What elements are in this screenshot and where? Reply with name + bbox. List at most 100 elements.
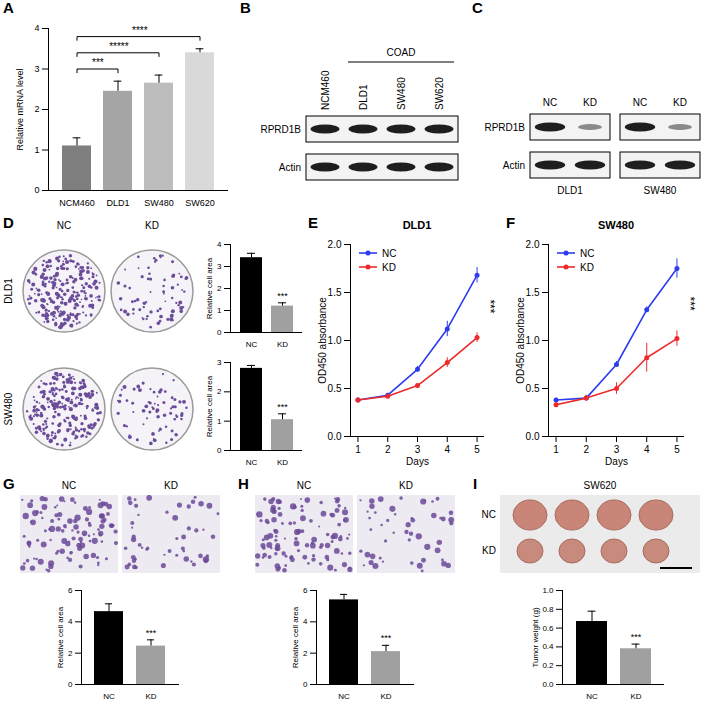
svg-text:KD: KD — [630, 692, 641, 701]
svg-text:NC: NC — [338, 692, 350, 701]
svg-text:Tumor weight (g): Tumor weight (g) — [531, 607, 540, 668]
svg-text:3: 3 — [217, 262, 222, 271]
svg-text:5: 5 — [474, 444, 480, 455]
svg-text:2: 2 — [385, 444, 391, 455]
svg-text:1.0: 1.0 — [526, 335, 540, 346]
svg-text:NC: NC — [103, 692, 115, 701]
svg-text:SW620: SW620 — [434, 77, 445, 110]
svg-text:3: 3 — [34, 64, 39, 74]
svg-text:6: 6 — [68, 586, 73, 595]
svg-text:0.8: 0.8 — [542, 605, 554, 614]
svg-text:KD: KD — [277, 340, 288, 349]
svg-text:1.5: 1.5 — [526, 287, 540, 298]
svg-text:4: 4 — [303, 617, 308, 626]
svg-text:Days: Days — [406, 456, 429, 467]
svg-text:1: 1 — [217, 417, 222, 426]
svg-text:NC: NC — [633, 97, 647, 108]
svg-text:0.0: 0.0 — [526, 431, 540, 442]
svg-text:****: **** — [132, 25, 148, 36]
svg-text:1: 1 — [34, 145, 39, 155]
svg-text:2.0: 2.0 — [526, 239, 540, 250]
svg-text:Relative mRNA level: Relative mRNA level — [15, 68, 25, 150]
svg-text:1: 1 — [217, 306, 222, 315]
svg-text:OD450 absorbance: OD450 absorbance — [317, 297, 328, 384]
svg-text:0: 0 — [68, 680, 73, 689]
svg-text:DLD1: DLD1 — [3, 278, 14, 304]
svg-text:NCM460: NCM460 — [320, 70, 331, 110]
svg-text:Actin: Actin — [503, 160, 525, 171]
svg-text:SW480: SW480 — [3, 392, 14, 425]
svg-text:0.0: 0.0 — [542, 680, 554, 689]
svg-text:NC: NC — [586, 692, 598, 701]
svg-text:2: 2 — [303, 649, 308, 658]
svg-text:***: *** — [381, 633, 392, 643]
svg-text:2: 2 — [583, 444, 589, 455]
svg-text:Relative cell area: Relative cell area — [56, 606, 65, 668]
svg-text:RPRD1B: RPRD1B — [484, 122, 525, 133]
svg-text:4: 4 — [444, 444, 450, 455]
svg-text:4: 4 — [217, 240, 222, 249]
svg-text:1.5: 1.5 — [328, 287, 342, 298]
svg-text:6: 6 — [303, 586, 308, 595]
svg-text:***: *** — [277, 402, 288, 412]
svg-text:COAD: COAD — [387, 47, 416, 58]
svg-text:DLD1: DLD1 — [557, 185, 583, 196]
svg-text:SW620: SW620 — [185, 198, 215, 208]
svg-text:KD: KD — [145, 692, 156, 701]
svg-text:NC: NC — [246, 458, 258, 467]
svg-text:0.5: 0.5 — [328, 383, 342, 394]
svg-text:1: 1 — [355, 444, 361, 455]
svg-text:2: 2 — [217, 387, 222, 396]
svg-text:NC: NC — [246, 340, 258, 349]
svg-text:KD: KD — [380, 692, 391, 701]
svg-text:0: 0 — [34, 185, 39, 195]
svg-text:DLD1: DLD1 — [358, 84, 369, 110]
svg-text:Actin: Actin — [279, 162, 301, 173]
svg-text:3: 3 — [614, 444, 620, 455]
svg-text:SW480: SW480 — [396, 77, 407, 110]
svg-text:0: 0 — [217, 328, 222, 337]
html-text:DLD1: DLD1 — [402, 219, 432, 231]
svg-text:2: 2 — [68, 649, 73, 658]
svg-text:Relative cell area: Relative cell area — [205, 375, 214, 437]
svg-text:0.0: 0.0 — [328, 431, 342, 442]
svg-text:DLD1: DLD1 — [106, 198, 129, 208]
svg-text:0: 0 — [303, 680, 308, 689]
svg-text:4: 4 — [644, 444, 650, 455]
svg-text:Days: Days — [605, 456, 628, 467]
svg-text:0.5: 0.5 — [526, 383, 540, 394]
svg-text:Relative cell area: Relative cell area — [291, 606, 300, 668]
svg-text:***: *** — [683, 297, 697, 311]
svg-text:2: 2 — [217, 284, 222, 293]
svg-text:OD450 absorbance: OD450 absorbance — [515, 297, 526, 384]
svg-text:0: 0 — [217, 446, 222, 455]
svg-text:***: *** — [146, 628, 157, 638]
svg-text:Relative cell area: Relative cell area — [205, 257, 214, 319]
svg-text:4: 4 — [68, 617, 73, 626]
svg-text:2.0: 2.0 — [328, 239, 342, 250]
svg-text:1.0: 1.0 — [542, 586, 554, 595]
svg-text:KD: KD — [277, 458, 288, 467]
svg-text:***: *** — [92, 57, 104, 68]
svg-text:***: *** — [483, 299, 497, 313]
svg-text:4: 4 — [34, 23, 39, 33]
svg-text:3: 3 — [217, 358, 222, 367]
svg-text:0.2: 0.2 — [542, 661, 554, 670]
svg-text:RPRD1B: RPRD1B — [260, 124, 301, 135]
svg-text:SW480: SW480 — [144, 198, 174, 208]
svg-text:2: 2 — [34, 104, 39, 114]
svg-text:0.4: 0.4 — [542, 642, 554, 651]
svg-text:KD: KD — [583, 97, 597, 108]
svg-text:***: *** — [277, 291, 288, 301]
svg-text:1.0: 1.0 — [328, 335, 342, 346]
svg-text:SW480: SW480 — [644, 185, 677, 196]
svg-text:NC: NC — [543, 97, 557, 108]
svg-text:***: *** — [631, 632, 642, 642]
svg-text:KD: KD — [673, 97, 687, 108]
svg-text:5: 5 — [674, 444, 680, 455]
svg-text:1: 1 — [553, 444, 559, 455]
svg-text:3: 3 — [415, 444, 421, 455]
svg-text:0.6: 0.6 — [542, 624, 554, 633]
svg-text:NCM460: NCM460 — [59, 198, 95, 208]
svg-text:*****: ***** — [109, 41, 129, 52]
